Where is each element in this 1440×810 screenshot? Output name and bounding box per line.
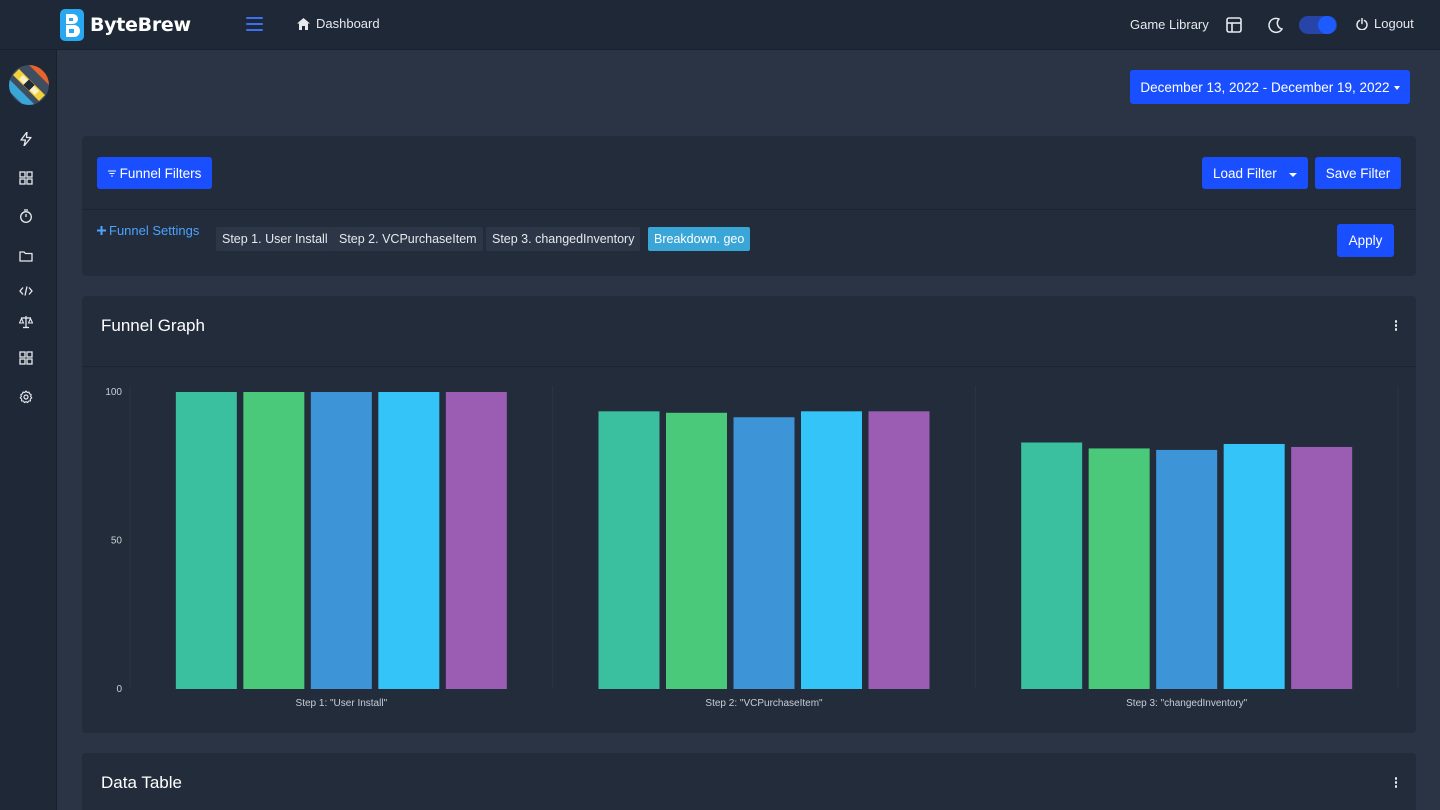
date-range-picker[interactable]: December 13, 2022 - December 19, 2022: [1130, 70, 1410, 104]
x-tick-label: Step 2: "VCPurchaseItem": [705, 698, 823, 709]
caret-down-icon: [1289, 173, 1297, 177]
funnel-step-chip[interactable]: Step 3. changedInventory: [486, 227, 641, 251]
y-tick-label: 0: [116, 684, 122, 695]
bar: [1223, 443, 1285, 689]
breakdown-chip[interactable]: Breakdown. geo: [648, 227, 751, 251]
stopwatch-icon[interactable]: [19, 209, 33, 223]
bar: [378, 392, 440, 689]
game-avatar[interactable]: [9, 65, 49, 105]
bar: [868, 411, 930, 689]
home-icon: [297, 17, 310, 30]
sidebar: [0, 50, 57, 810]
divider: [82, 209, 1416, 210]
menu-toggle-icon[interactable]: [246, 17, 263, 31]
load-filter-dropdown[interactable]: Load Filter: [1202, 157, 1308, 189]
layout-icon[interactable]: [1225, 16, 1243, 34]
load-filter-label: Load Filter: [1213, 165, 1277, 181]
scale-icon[interactable]: [19, 315, 33, 329]
dashboard-link[interactable]: Dashboard: [297, 16, 380, 31]
filter-icon: [107, 170, 116, 176]
theme-toggle[interactable]: [1299, 16, 1337, 34]
apps-grid-icon[interactable]: [19, 351, 33, 365]
bar: [310, 392, 372, 689]
gear-icon[interactable]: [19, 390, 33, 404]
bar: [801, 411, 862, 689]
apply-button[interactable]: Apply: [1337, 224, 1394, 257]
funnel-step-chip[interactable]: Step 1. User Install: [216, 227, 334, 251]
funnel-graph-title: Funnel Graph: [101, 316, 205, 335]
funnel-graph-card: Funnel Graph 0 50 100 Step 1: "User Install…: [82, 296, 1416, 733]
date-range-label: December 13, 2022 - December 19, 2022: [1140, 79, 1390, 95]
plus-icon: [97, 226, 106, 235]
y-tick-label: 50: [111, 536, 123, 547]
app-name: ByteBrew: [90, 14, 191, 36]
app-logo[interactable]: ByteBrew: [60, 9, 191, 41]
dashboard-label: Dashboard: [316, 16, 380, 31]
bar: [1088, 448, 1150, 689]
grid-icon[interactable]: [19, 171, 33, 185]
x-tick-label: Step 1: "User Install": [296, 698, 388, 709]
bar: [598, 411, 660, 689]
logout-button[interactable]: Logout: [1356, 16, 1414, 31]
funnel-settings-link[interactable]: Funnel Settings: [97, 223, 199, 238]
bar: [666, 412, 727, 689]
bar: [1291, 446, 1353, 689]
logout-label: Logout: [1374, 16, 1414, 31]
funnel-settings-label: Funnel Settings: [109, 223, 200, 238]
funnel-bar-chart: 0 50 100 Step 1: "User Install" Step 2: "VCP…: [105, 386, 1399, 709]
power-icon: [1356, 17, 1368, 30]
bar: [1021, 442, 1083, 689]
bar: [243, 392, 305, 689]
bar: [175, 392, 237, 689]
x-tick-label: Step 3: "changedInventory": [1126, 698, 1248, 709]
game-logo-image: [9, 65, 49, 105]
caret-down-icon: [1393, 86, 1400, 90]
bar: [445, 392, 507, 689]
more-options-icon[interactable]: [1394, 777, 1398, 789]
bytebrew-logo-icon: [60, 9, 84, 41]
bar: [1156, 449, 1218, 689]
toggle-knob: [1318, 16, 1336, 34]
funnel-step-chip[interactable]: Step 2. VCPurchaseItem: [333, 227, 483, 251]
data-table-card: Data Table: [82, 753, 1416, 810]
more-options-icon[interactable]: [1394, 320, 1398, 332]
bar: [733, 417, 795, 689]
y-tick-label: 100: [105, 387, 122, 398]
moon-icon[interactable]: [1267, 16, 1285, 34]
code-icon[interactable]: [19, 284, 33, 298]
game-library-link[interactable]: Game Library: [1130, 17, 1209, 32]
data-table-title: Data Table: [101, 773, 182, 792]
lightning-icon[interactable]: [19, 132, 33, 146]
divider: [82, 366, 1416, 367]
funnel-filters-label: Funnel Filters: [119, 165, 202, 181]
folder-icon[interactable]: [19, 249, 33, 263]
save-filter-button[interactable]: Save Filter: [1315, 157, 1401, 189]
top-navbar: ByteBrew Dashboard Game Library Logout: [0, 0, 1440, 50]
funnel-filter-card: Funnel Filters Load Filter Save Filter F…: [82, 136, 1416, 276]
funnel-filters-button[interactable]: Funnel Filters: [97, 157, 212, 189]
